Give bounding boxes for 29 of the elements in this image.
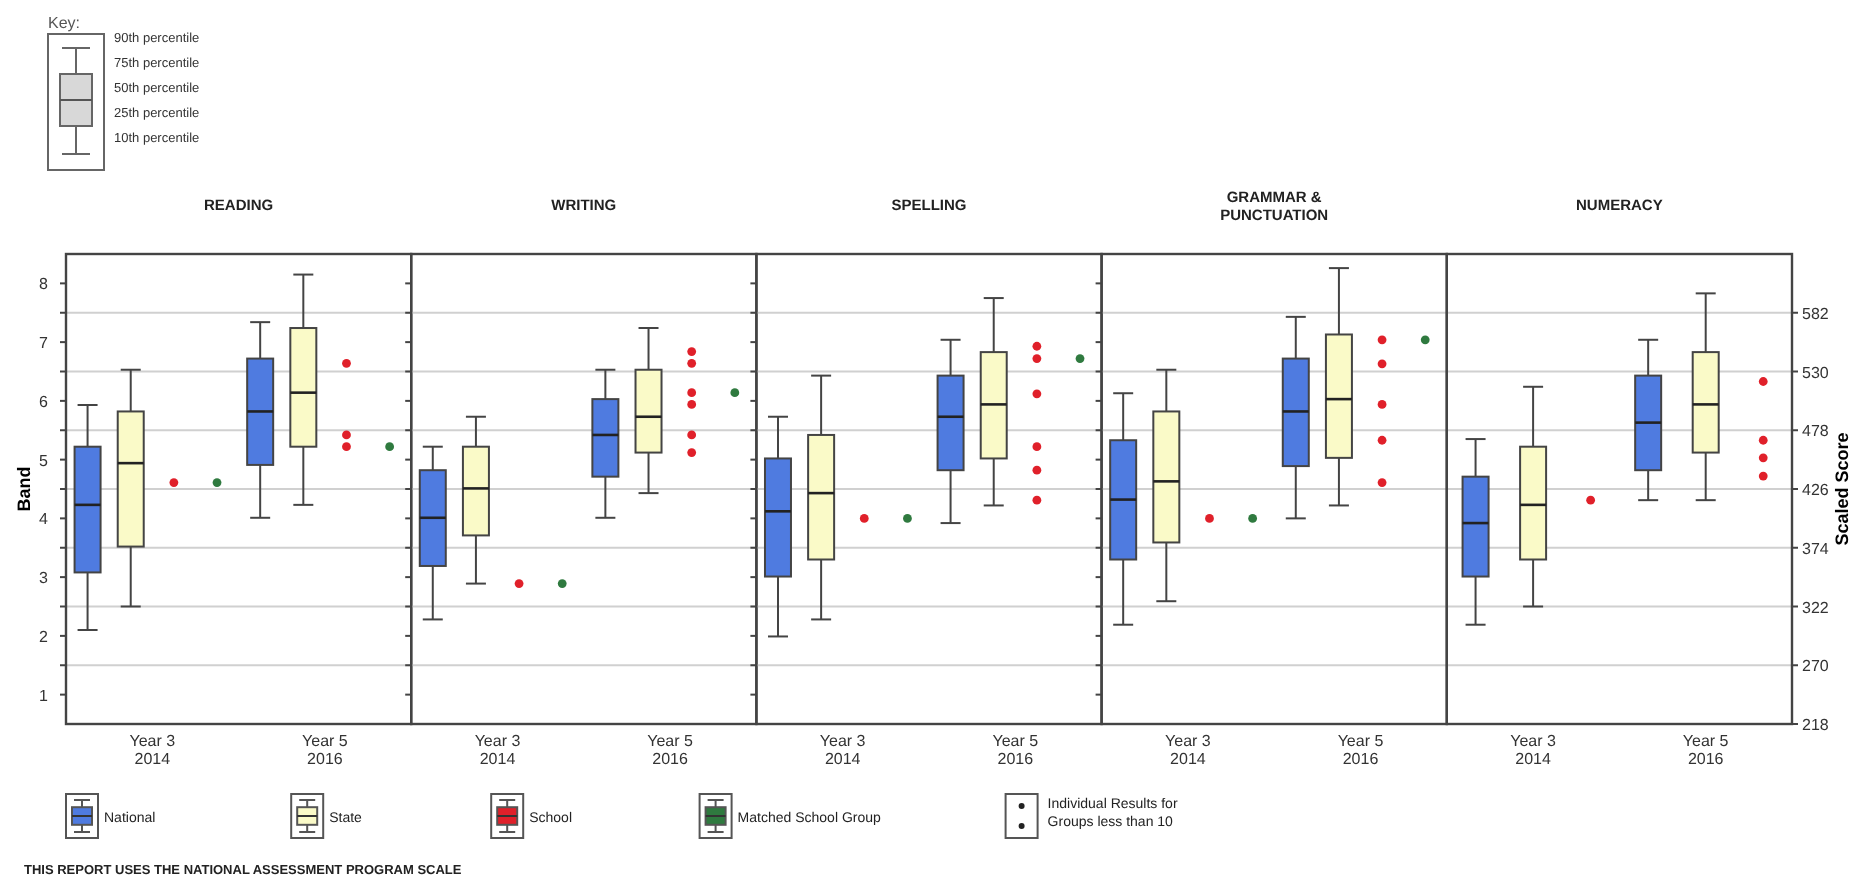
text: Key: (48, 14, 81, 32)
y-tick-label: 2 (39, 627, 50, 646)
y2-tick-label: 426 (1802, 481, 1830, 499)
x-tick-label: Year 5 2016 (992, 732, 1040, 768)
x-tick-label: Year 5 2016 (647, 732, 695, 768)
y2-tick-label: 374 (1802, 539, 1830, 558)
y-tick-label: 8 (39, 275, 50, 294)
y2-tick-label: 322 (1802, 598, 1830, 617)
y2-tick-label: 218 (1802, 716, 1830, 734)
x-tick-label: Year 3 2014 (474, 732, 522, 768)
y2-tick-label: 270 (1802, 657, 1830, 676)
x-tick-label: Year 3 2014 (819, 732, 867, 768)
y-tick-label: 1 (39, 686, 50, 705)
y2-axis-title: Scaled Score (1832, 432, 1852, 546)
x-tick-label: Year 5 2016 (302, 732, 349, 768)
x-tick-label: Year 5 2016 (1337, 732, 1385, 768)
y2-tick-label: 582 (1802, 304, 1830, 323)
y2-tick-label: 478 (1802, 422, 1830, 441)
x-tick-label: Year 3 2014 (1165, 732, 1212, 768)
x-tick-label: Year 5 2016 (1682, 732, 1730, 768)
y-tick-label: 7 (39, 334, 50, 353)
y-tick-label: 3 (39, 569, 50, 588)
x-tick-label: Year 3 2014 (1510, 732, 1558, 768)
y2-tick-label: 530 (1802, 363, 1830, 382)
y-tick-label: 6 (39, 392, 50, 411)
y-axis-title: Band (14, 466, 34, 512)
y-tick-label: 4 (39, 510, 50, 529)
y-tick-label: 5 (39, 451, 50, 470)
x-tick-label: Year 3 2014 (129, 732, 177, 768)
